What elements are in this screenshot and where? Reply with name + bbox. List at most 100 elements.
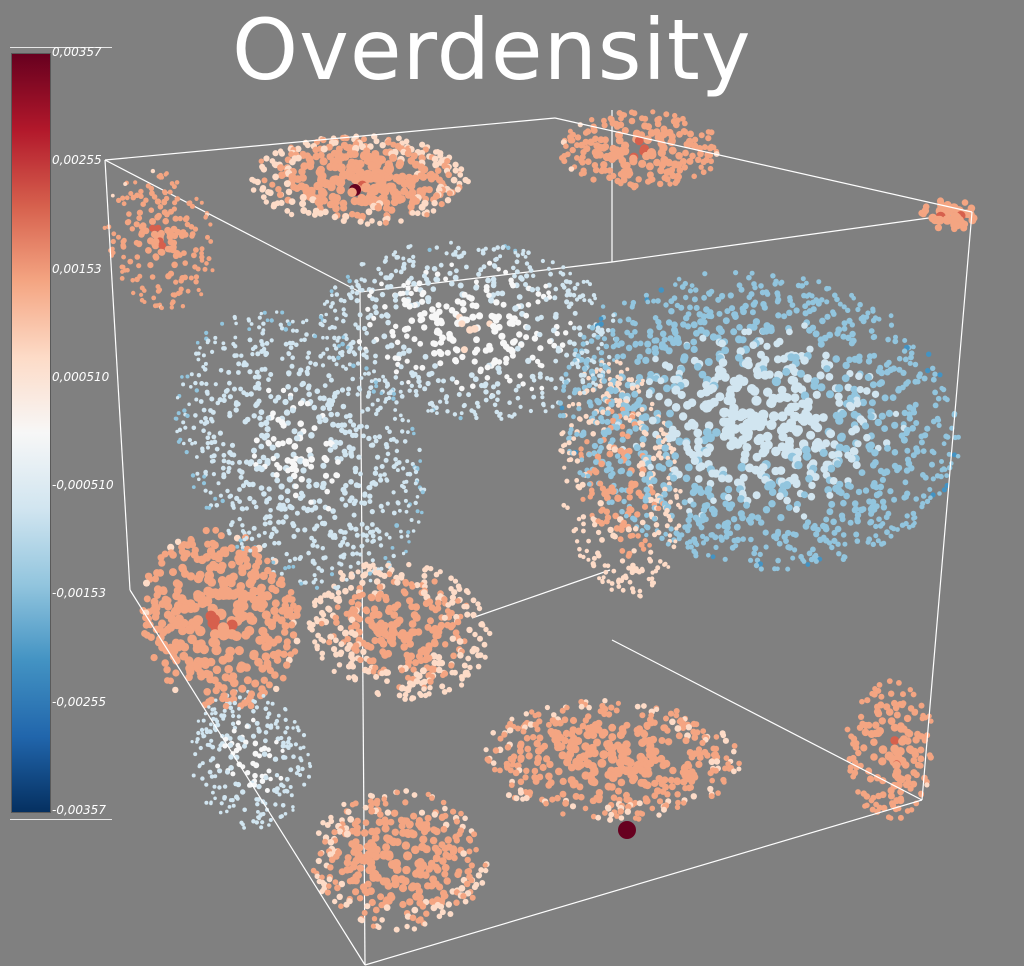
density-sphere xyxy=(919,210,927,218)
density-sphere xyxy=(582,298,587,303)
density-sphere xyxy=(340,341,345,347)
density-sphere xyxy=(411,280,417,287)
density-sphere xyxy=(264,426,271,433)
density-sphere xyxy=(790,555,796,561)
density-sphere xyxy=(556,719,564,727)
density-sphere xyxy=(643,135,652,144)
density-sphere xyxy=(348,564,353,569)
density-sphere xyxy=(836,551,842,557)
density-sphere xyxy=(317,515,323,520)
density-sphere xyxy=(631,390,639,398)
density-sphere xyxy=(689,489,697,497)
density-sphere xyxy=(338,542,344,548)
density-sphere xyxy=(601,117,607,124)
density-sphere xyxy=(641,703,647,709)
density-sphere xyxy=(876,380,883,388)
density-sphere xyxy=(927,487,933,492)
density-sphere xyxy=(605,711,613,718)
density-sphere-cloud xyxy=(102,109,978,933)
density-sphere xyxy=(349,285,354,290)
density-sphere xyxy=(421,572,428,579)
density-sphere xyxy=(458,416,463,421)
density-sphere xyxy=(145,247,152,254)
density-sphere xyxy=(700,158,707,166)
density-sphere xyxy=(387,535,392,540)
density-sphere xyxy=(596,553,602,559)
density-sphere xyxy=(334,316,339,321)
density-sphere xyxy=(419,364,426,371)
density-sphere xyxy=(330,508,336,514)
density-sphere xyxy=(391,464,397,470)
density-sphere xyxy=(359,262,365,267)
density-sphere xyxy=(487,630,493,637)
density-sphere xyxy=(856,386,864,394)
density-sphere xyxy=(832,355,840,363)
density-sphere xyxy=(777,514,785,522)
density-sphere xyxy=(833,460,842,468)
density-sphere xyxy=(600,579,605,585)
density-sphere xyxy=(571,341,577,347)
density-sphere xyxy=(162,190,168,196)
density-sphere xyxy=(673,375,683,384)
density-sphere xyxy=(360,573,366,579)
density-sphere xyxy=(585,158,592,165)
density-sphere xyxy=(764,291,771,297)
density-sphere xyxy=(447,270,453,276)
density-sphere xyxy=(901,494,908,501)
density-sphere xyxy=(438,319,445,327)
density-sphere xyxy=(408,620,417,628)
density-sphere xyxy=(507,400,512,406)
density-sphere xyxy=(488,297,495,304)
density-sphere xyxy=(754,420,765,432)
density-sphere xyxy=(370,668,377,675)
density-sphere xyxy=(339,387,346,393)
density-sphere xyxy=(639,381,645,387)
density-sphere xyxy=(863,387,871,395)
density-sphere xyxy=(690,456,700,465)
density-sphere xyxy=(366,551,372,556)
density-sphere xyxy=(254,369,260,375)
density-sphere xyxy=(659,535,665,541)
density-sphere xyxy=(221,341,226,346)
density-sphere xyxy=(864,697,871,704)
density-sphere xyxy=(361,182,371,193)
density-sphere xyxy=(176,411,181,416)
density-sphere xyxy=(771,466,780,476)
density-sphere xyxy=(668,526,674,532)
density-sphere xyxy=(510,414,514,419)
density-sphere xyxy=(899,522,906,528)
density-sphere xyxy=(261,491,267,497)
density-sphere xyxy=(903,467,911,474)
density-sphere xyxy=(871,691,878,698)
density-sphere xyxy=(512,273,517,279)
density-sphere xyxy=(569,716,578,725)
density-sphere xyxy=(904,513,910,519)
density-sphere xyxy=(616,344,621,348)
density-sphere xyxy=(283,707,288,712)
density-sphere xyxy=(466,626,473,634)
density-sphere xyxy=(253,466,260,472)
density-sphere xyxy=(590,176,597,183)
density-sphere xyxy=(269,338,274,343)
density-sphere xyxy=(398,508,402,513)
density-sphere xyxy=(142,621,150,629)
density-sphere xyxy=(110,193,115,198)
density-sphere xyxy=(279,326,285,331)
density-sphere xyxy=(613,123,621,130)
density-sphere xyxy=(564,299,570,305)
density-sphere xyxy=(606,167,614,174)
density-sphere xyxy=(212,686,220,695)
density-sphere xyxy=(634,136,644,146)
density-sphere xyxy=(884,368,891,376)
density-sphere xyxy=(242,418,249,425)
density-sphere xyxy=(261,321,266,326)
density-sphere xyxy=(258,158,264,164)
density-sphere xyxy=(367,161,377,171)
density-sphere xyxy=(624,329,631,336)
density-sphere xyxy=(631,110,638,117)
density-sphere xyxy=(356,483,362,489)
density-sphere xyxy=(417,447,422,453)
density-sphere xyxy=(910,452,917,459)
density-sphere xyxy=(737,462,747,472)
